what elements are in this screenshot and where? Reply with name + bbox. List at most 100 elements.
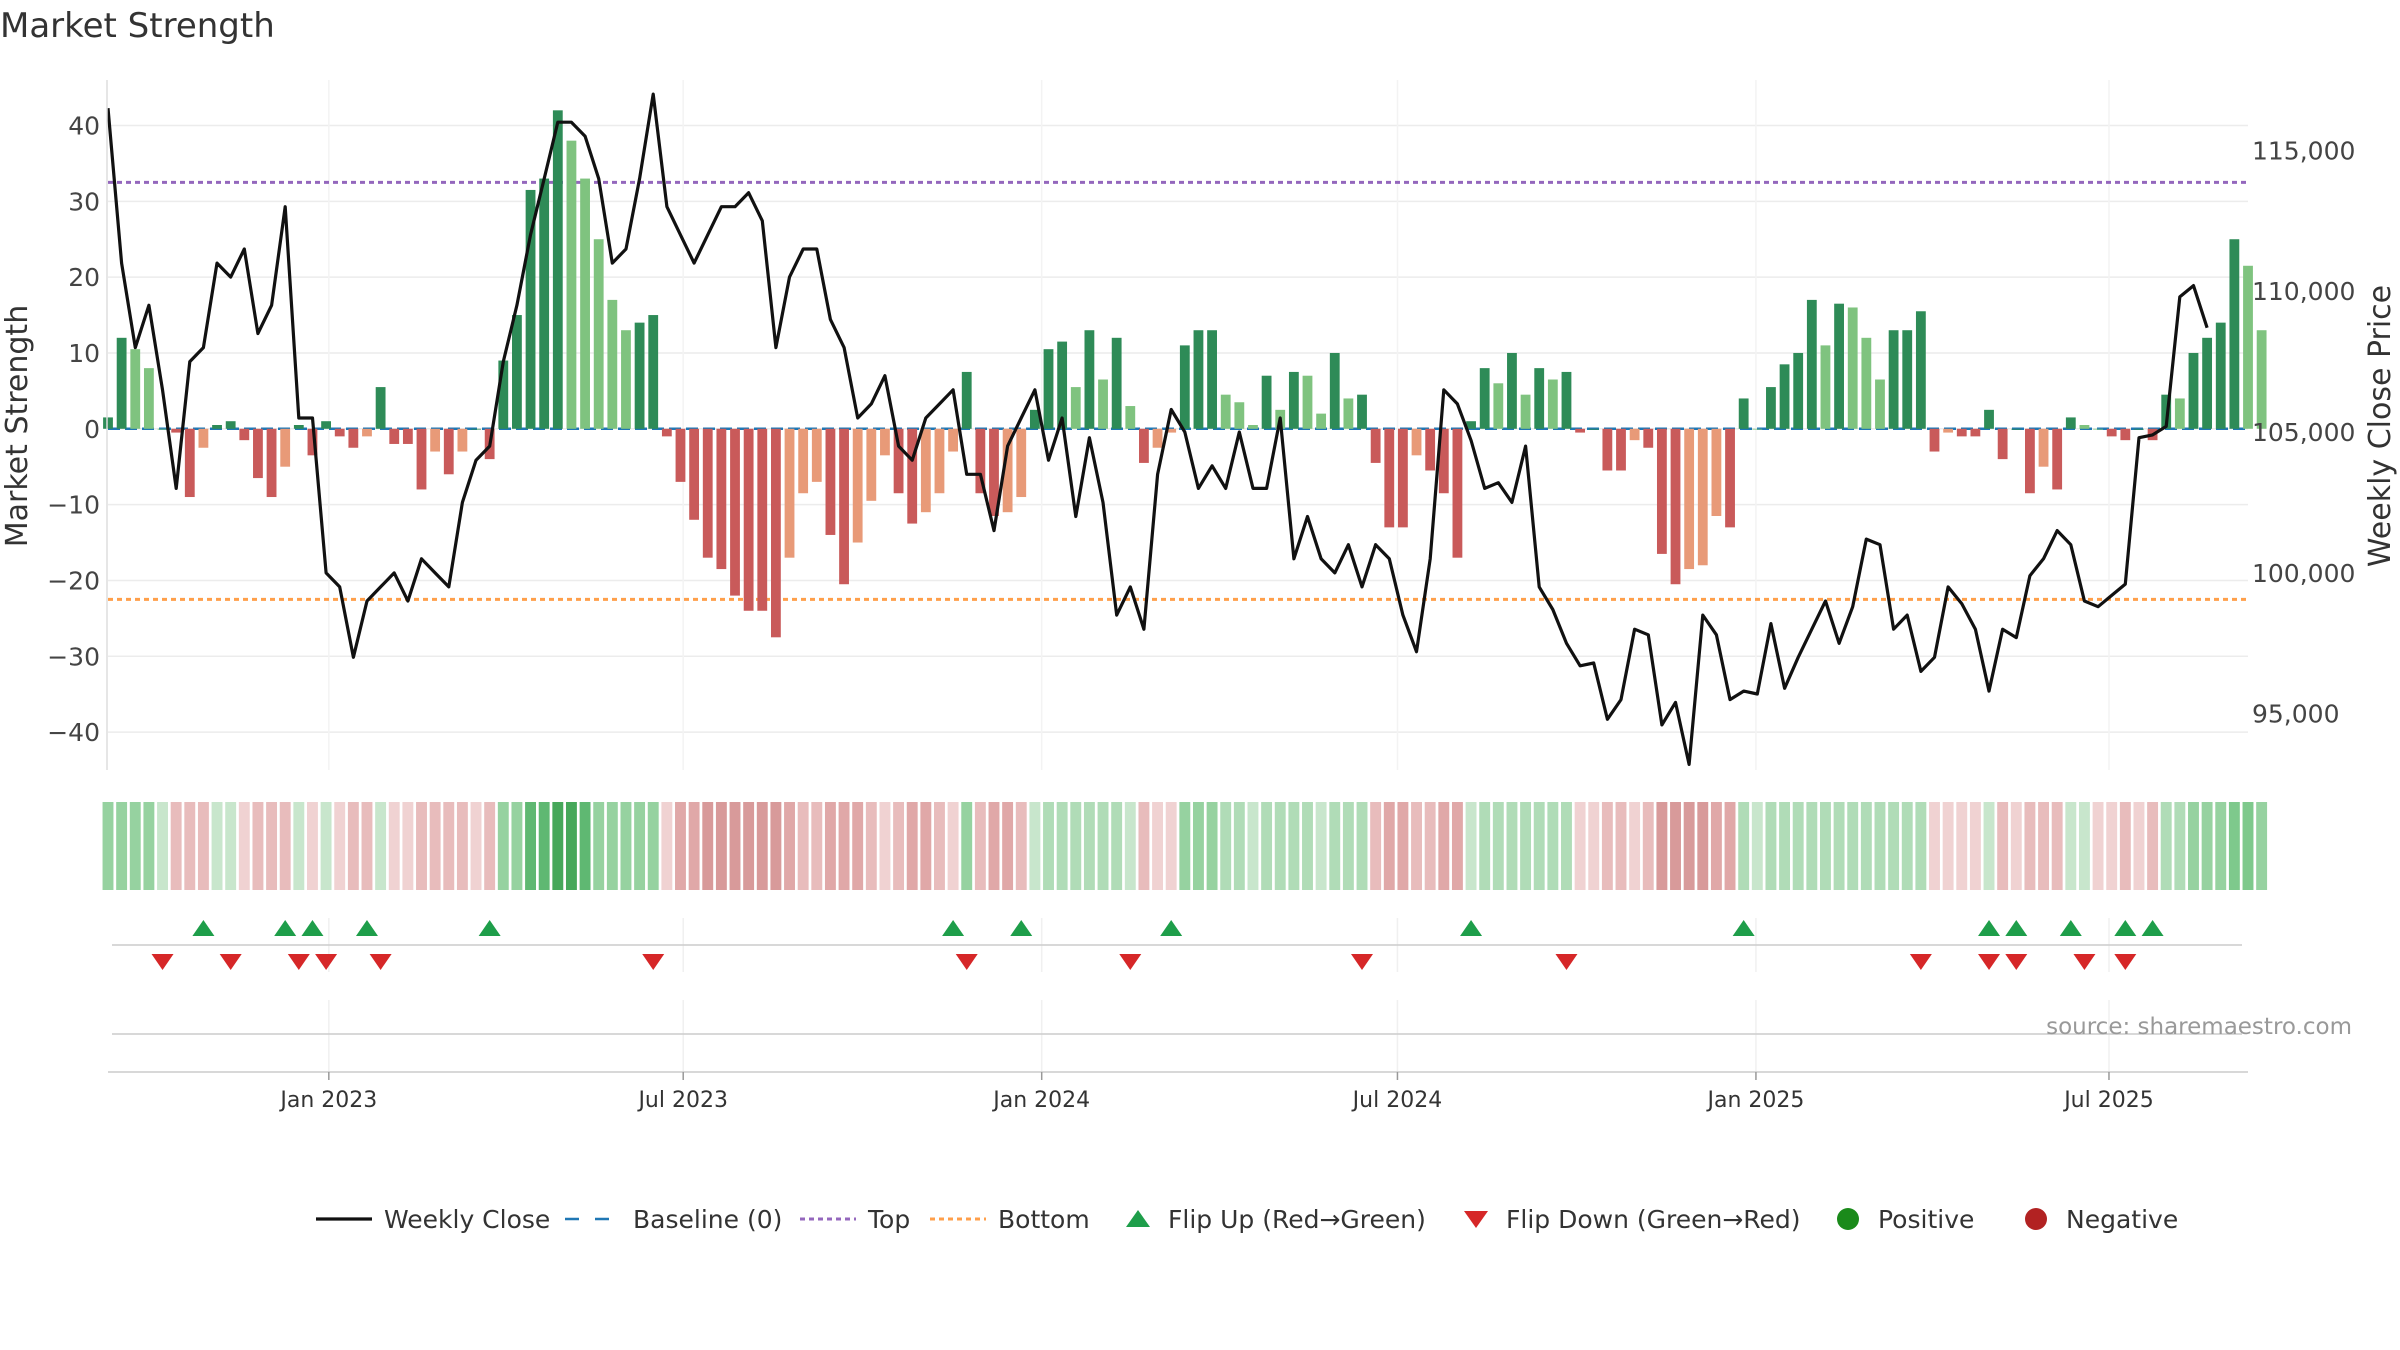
strength-bar bbox=[2079, 425, 2090, 429]
strength-bar bbox=[198, 428, 209, 448]
strength-bar bbox=[1711, 428, 1722, 516]
strength-bar bbox=[961, 371, 972, 429]
strength-bar bbox=[1575, 428, 1586, 433]
strength-bar bbox=[893, 428, 904, 494]
band-cell bbox=[934, 802, 945, 890]
strength-bar bbox=[2188, 352, 2199, 429]
strength-bar bbox=[1956, 428, 1967, 437]
strength-bar bbox=[1016, 428, 1027, 498]
legend-label: Flip Down (Green→Red) bbox=[1506, 1205, 1801, 1234]
strength-bar bbox=[1029, 409, 1040, 429]
flip-up-marker bbox=[2114, 920, 2137, 936]
strength-bar bbox=[143, 368, 154, 429]
legend-label: Flip Up (Red→Green) bbox=[1168, 1205, 1426, 1234]
strength-bar bbox=[811, 428, 822, 482]
band-cell bbox=[1247, 802, 1259, 890]
strength-bar bbox=[184, 428, 195, 498]
strength-bar bbox=[1370, 428, 1381, 463]
flip-up-marker bbox=[1460, 920, 1483, 936]
band-cell bbox=[375, 802, 387, 890]
band-cell bbox=[102, 802, 114, 890]
band-cell bbox=[2242, 802, 2254, 890]
band-cell bbox=[1206, 802, 1218, 890]
band-cell bbox=[947, 802, 959, 890]
band-cell bbox=[1220, 802, 1232, 890]
strength-bar bbox=[1888, 330, 1899, 429]
flip-down-marker bbox=[2005, 954, 2028, 970]
band-cell bbox=[334, 802, 346, 890]
strength-bar bbox=[1588, 428, 1599, 430]
strength-bar bbox=[1397, 428, 1408, 528]
band-cell bbox=[1942, 802, 1954, 890]
strength-bar bbox=[784, 428, 795, 558]
strength-bar bbox=[989, 428, 999, 516]
band-cell bbox=[702, 802, 714, 890]
band-cell bbox=[1656, 802, 1668, 890]
legend-item: Top bbox=[800, 1205, 910, 1234]
strength-bar bbox=[580, 178, 590, 429]
strength-bar bbox=[1466, 421, 1476, 429]
y-left-tick-label: 10 bbox=[68, 339, 100, 368]
band-cell bbox=[470, 802, 482, 890]
flip-down-marker bbox=[2114, 954, 2137, 970]
strength-bar bbox=[1343, 398, 1354, 429]
strength-bar bbox=[1329, 352, 1340, 429]
band-cell bbox=[1561, 802, 1572, 890]
strength-bar bbox=[539, 178, 550, 429]
band-cell bbox=[1274, 802, 1286, 890]
legend-item: Flip Up (Red→Green) bbox=[1126, 1205, 1426, 1234]
axes: −40 −30 −20 −10 0 10 20 30 40 95,000 100,000 105,00… bbox=[0, 80, 2398, 770]
strength-bar bbox=[1438, 428, 1449, 494]
strength-bar bbox=[430, 428, 441, 452]
x-tick-label: Jul 2024 bbox=[1351, 1088, 1443, 1113]
strength-bar bbox=[362, 428, 372, 437]
band-cell bbox=[1356, 802, 1368, 890]
strength-bar bbox=[1602, 428, 1613, 471]
band-cell bbox=[1138, 802, 1150, 890]
x-tick-label: Jul 2023 bbox=[636, 1088, 728, 1113]
band-cell bbox=[1629, 802, 1641, 890]
strength-bar bbox=[1656, 428, 1667, 554]
legend-label: Top bbox=[867, 1205, 910, 1234]
band-cell bbox=[688, 802, 700, 890]
strength-bar bbox=[525, 189, 536, 429]
x-tick-label: Jan 2023 bbox=[278, 1088, 377, 1113]
strength-bar bbox=[2229, 239, 2240, 429]
strength-bar bbox=[2093, 428, 2103, 430]
band-cell bbox=[770, 802, 782, 890]
band-cell bbox=[729, 802, 741, 890]
band-cell bbox=[1479, 802, 1491, 890]
strength-bar bbox=[1997, 428, 2008, 460]
band-cell bbox=[893, 802, 905, 890]
strength-bar bbox=[1943, 428, 1954, 433]
strength-bar bbox=[757, 428, 768, 611]
flip-down-marker bbox=[642, 954, 665, 970]
strength-bar bbox=[2120, 428, 2131, 441]
band-cell bbox=[1888, 802, 1900, 890]
legend: Weekly Close Baseline (0) Top Bottom Flip Up… bbox=[316, 1205, 2178, 1234]
band-cell bbox=[879, 802, 891, 890]
band-cell bbox=[2010, 802, 2022, 890]
strength-bar bbox=[1984, 409, 1994, 429]
strength-bar bbox=[1316, 413, 1327, 429]
strength-bar bbox=[2065, 417, 2076, 429]
legend-label: Bottom bbox=[998, 1205, 1090, 1234]
y-left-tick-label: −30 bbox=[47, 642, 100, 671]
strength-bar bbox=[402, 428, 413, 444]
band-cell bbox=[1124, 802, 1136, 890]
legend-swatch-negative bbox=[2025, 1208, 2047, 1230]
strength-bar bbox=[389, 428, 400, 444]
band-cell bbox=[1315, 802, 1327, 890]
strength-bar bbox=[1520, 394, 1531, 429]
flip-up-marker bbox=[355, 920, 378, 936]
strength-bar bbox=[334, 428, 345, 437]
band-cell bbox=[266, 802, 278, 890]
band-cell bbox=[1261, 802, 1273, 890]
strength-bar bbox=[1561, 371, 1572, 429]
strength-bar bbox=[1002, 428, 1013, 513]
flip-down-marker bbox=[151, 954, 174, 970]
legend-item: Weekly Close bbox=[316, 1205, 550, 1234]
strength-bar bbox=[1616, 428, 1626, 471]
band-cell bbox=[1683, 802, 1695, 890]
strength-bar bbox=[975, 428, 986, 494]
